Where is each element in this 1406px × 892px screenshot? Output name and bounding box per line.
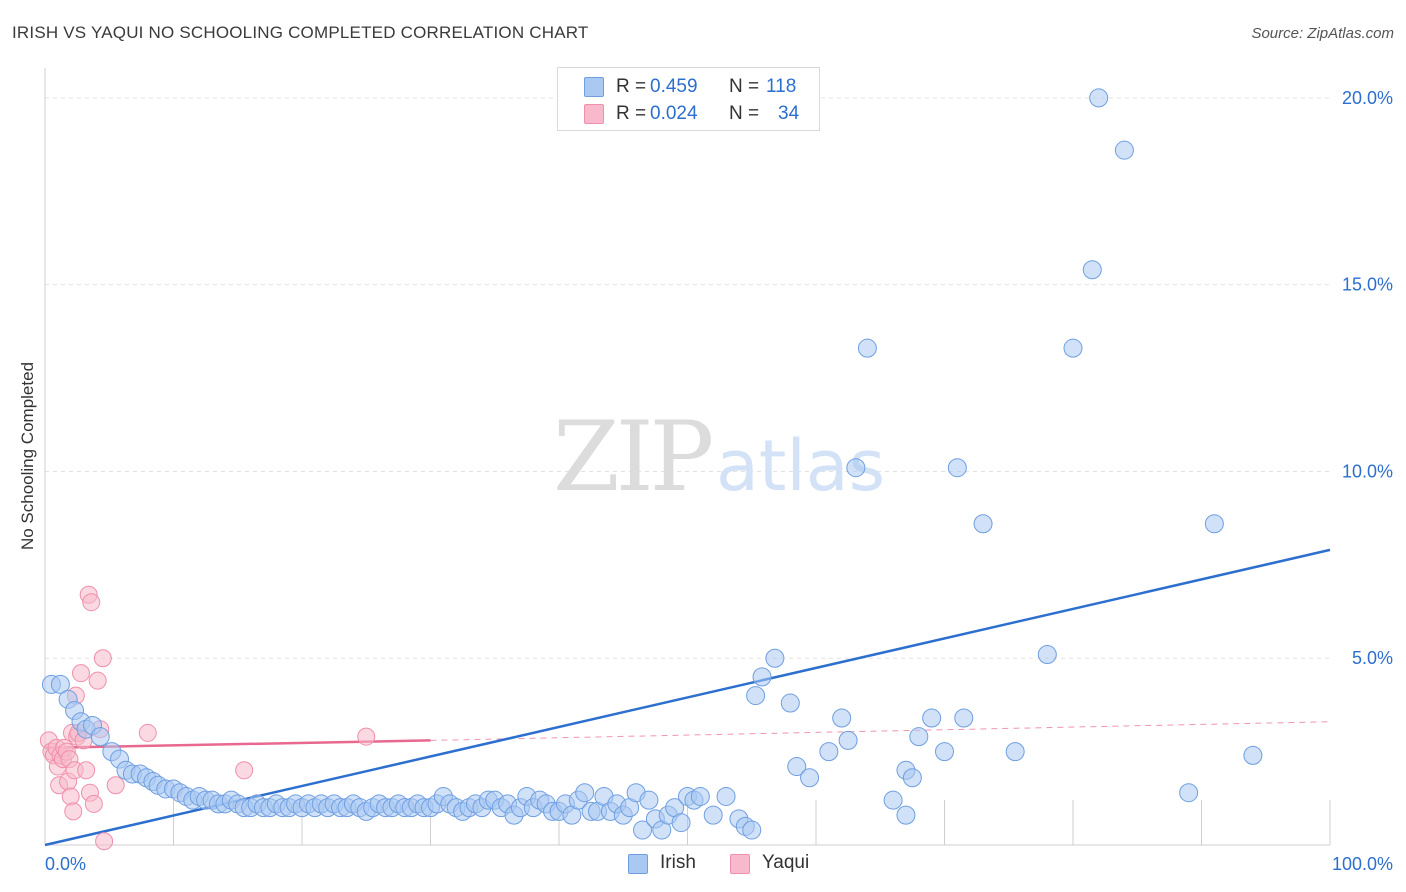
- irish-point: [832, 708, 852, 728]
- yaqui-n-value: 34: [778, 103, 800, 124]
- irish-point: [857, 338, 877, 358]
- irish-point: [639, 790, 659, 810]
- irish-point: [947, 458, 967, 478]
- yaqui-r-value: 0.024: [650, 103, 698, 124]
- stats-legend: R = 0.459 N = 118 R = 0.024 N = 34: [557, 67, 820, 131]
- irish-point: [752, 667, 772, 687]
- irish-point: [846, 458, 866, 478]
- irish-point: [780, 693, 800, 713]
- yaqui-point: [106, 776, 125, 795]
- irish-swatch: [584, 77, 604, 97]
- irish-point: [922, 708, 942, 728]
- yaqui-point: [138, 723, 157, 742]
- y-tick-label: 20.0%: [1342, 88, 1393, 108]
- x-tick-labels: 0.0% 100.0%: [45, 854, 1393, 874]
- y-tick-labels: 5.0% 10.0% 15.0% 20.0%: [1342, 88, 1393, 668]
- irish-point: [690, 786, 710, 806]
- irish-point: [746, 686, 766, 706]
- yaqui-point: [357, 727, 376, 746]
- irish-point: [1114, 140, 1134, 160]
- bottom-yaqui-label: Yaqui: [762, 852, 810, 873]
- irish-point: [1089, 88, 1109, 108]
- watermark: ZIP atlas: [553, 401, 885, 513]
- irish-point: [575, 783, 595, 803]
- irish-point: [1037, 644, 1057, 664]
- irish-n-value: 118: [766, 76, 797, 97]
- yaqui-swatch: [584, 104, 604, 124]
- irish-point: [716, 786, 736, 806]
- y-tick-label: 10.0%: [1342, 461, 1393, 481]
- yaqui-point: [95, 832, 114, 851]
- irish-n-label: N =: [729, 76, 760, 97]
- irish-point: [703, 805, 723, 825]
- bottom-irish-swatch: [628, 854, 648, 874]
- irish-point: [935, 742, 954, 762]
- irish-point: [800, 768, 820, 788]
- irish-points: [41, 88, 1263, 840]
- chart-title: IRISH VS YAQUI NO SCHOOLING COMPLETED CO…: [12, 23, 589, 42]
- source-label: Source: ZipAtlas.com: [1251, 25, 1394, 42]
- irish-point: [671, 813, 691, 833]
- yaqui-point: [88, 671, 107, 690]
- irish-point: [883, 790, 903, 810]
- irish-point: [1179, 783, 1199, 803]
- yaqui-point: [84, 794, 103, 813]
- irish-point: [838, 730, 858, 750]
- watermark-zip: ZIP: [553, 401, 712, 513]
- irish-point: [973, 514, 993, 534]
- irish-point: [765, 648, 785, 668]
- yaqui-trend-extension: [430, 721, 1331, 741]
- irish-point: [1063, 338, 1083, 358]
- bottom-irish-label: Irish: [660, 852, 696, 873]
- irish-r-value: 0.459: [650, 76, 698, 97]
- irish-point: [819, 742, 839, 762]
- irish-point: [1204, 514, 1224, 534]
- yaqui-point: [71, 664, 90, 683]
- grid-lines: [45, 97, 1330, 659]
- irish-point: [1005, 742, 1025, 762]
- yaqui-r-label: R =: [616, 103, 647, 124]
- y-tick-label: 5.0%: [1352, 648, 1393, 668]
- yaqui-point: [93, 649, 112, 668]
- yaqui-point: [77, 761, 96, 780]
- irish-point: [787, 757, 807, 777]
- irish-point: [90, 727, 110, 747]
- yaqui-point: [235, 761, 254, 780]
- irish-point: [633, 820, 653, 840]
- irish-point: [742, 820, 762, 840]
- irish-point: [50, 674, 70, 694]
- yaqui-point: [64, 802, 83, 821]
- yaqui-point: [82, 593, 101, 612]
- yaqui-n-label: N =: [729, 103, 760, 124]
- x-tick-label: 100.0%: [1332, 854, 1393, 874]
- bottom-yaqui-swatch: [730, 854, 750, 874]
- yaqui-point: [61, 787, 80, 806]
- irish-point: [902, 768, 922, 788]
- y-tick-label: 15.0%: [1342, 275, 1393, 295]
- irish-r-label: R =: [616, 76, 647, 97]
- irish-point: [909, 727, 929, 747]
- x-tick-label: 0.0%: [45, 854, 86, 874]
- irish-point: [896, 805, 916, 825]
- irish-point: [1082, 260, 1102, 280]
- irish-point: [954, 708, 974, 728]
- irish-point: [1243, 745, 1263, 765]
